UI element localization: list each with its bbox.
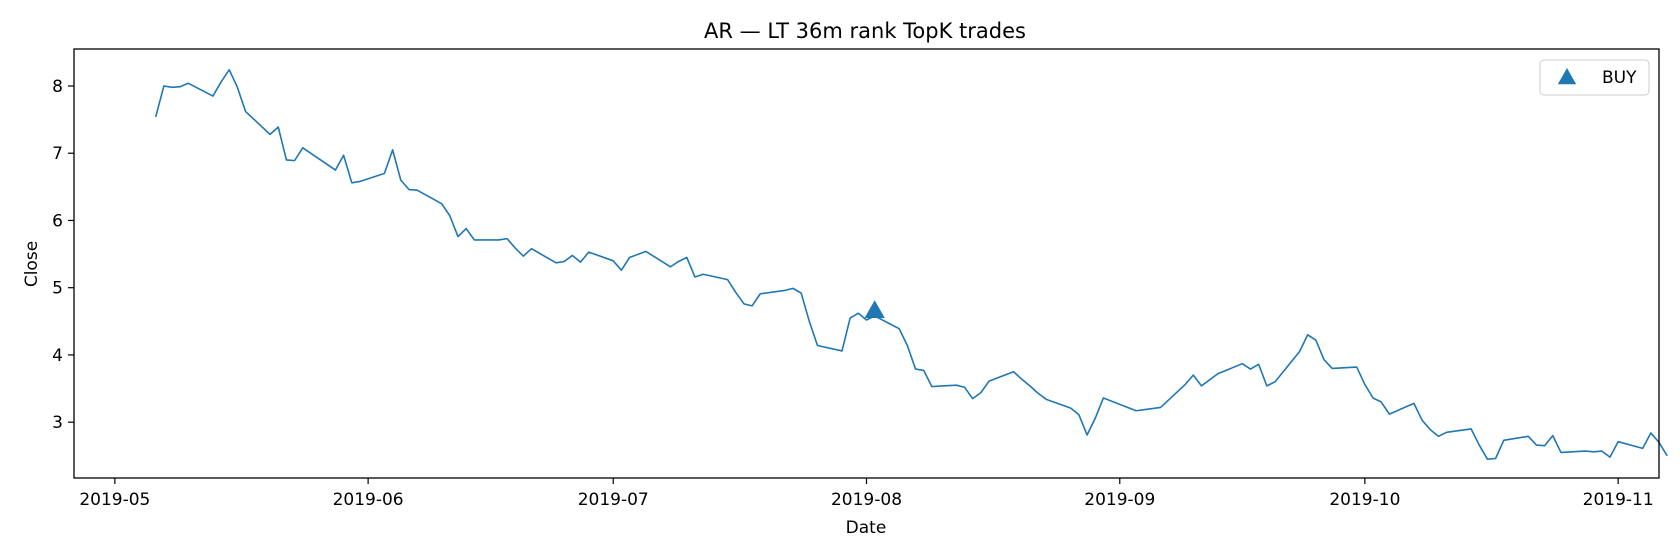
y-tick-label: 7 [52, 144, 63, 164]
x-tick-label: 2019-06 [333, 490, 404, 510]
y-axis-label: Close [22, 241, 42, 287]
x-tick-label: 2019-07 [578, 490, 649, 510]
x-tick-label: 2019-05 [79, 490, 150, 510]
x-tick-label: 2019-08 [831, 490, 902, 510]
legend-label-buy: BUY [1602, 68, 1637, 88]
y-axis: 3 4 5 6 7 8 [52, 77, 74, 433]
chart-title: AR — LT 36m rank TopK trades [704, 19, 1026, 43]
x-axis: 2019-05 2019-06 2019-07 2019-08 2019-09 2019-… [79, 478, 1654, 510]
plot-area [73, 48, 1668, 479]
series-line-close [154, 69, 1668, 460]
series-layer [154, 69, 1668, 460]
x-tick-label: 2019-11 [1583, 490, 1654, 510]
y-tick-label: 4 [52, 346, 63, 366]
legend: BUY [1539, 59, 1650, 96]
x-axis-label: Date [846, 518, 887, 538]
legend-marker-buy-icon [1557, 68, 1577, 85]
x-tick-label: 2019-09 [1084, 490, 1155, 510]
y-tick-label: 8 [52, 77, 63, 97]
y-tick-label: 3 [52, 413, 63, 433]
y-tick-label: 5 [52, 279, 63, 299]
x-tick-label: 2019-10 [1329, 490, 1400, 510]
y-tick-label: 6 [52, 211, 63, 231]
buy-marker-icon [864, 300, 885, 319]
plot-frame [73, 48, 1660, 479]
marker-layer [864, 300, 885, 319]
